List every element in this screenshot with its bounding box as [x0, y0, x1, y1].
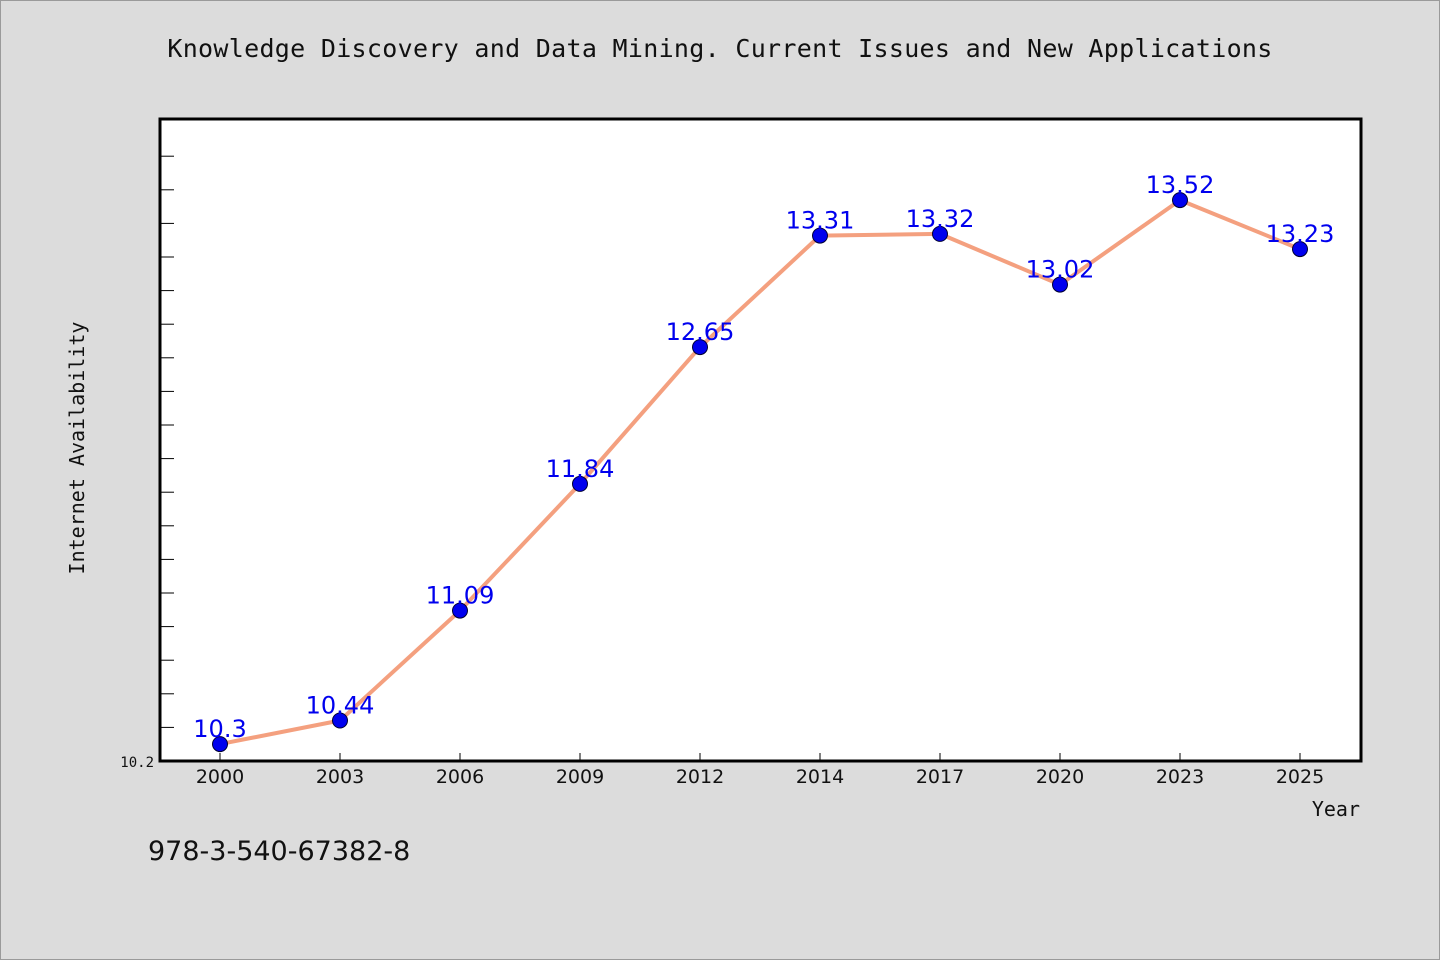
data-point — [452, 602, 468, 619]
y-tick-label: 10.2 — [120, 755, 154, 771]
y-axis-label: Internet Availability — [65, 322, 89, 575]
data-point — [1172, 192, 1188, 209]
data-label: 11.84 — [546, 455, 615, 483]
data-label: 10.44 — [306, 692, 375, 720]
x-tick-label: 2014 — [796, 766, 844, 788]
x-tick-label: 2023 — [1156, 766, 1204, 788]
data-label: 10.3 — [193, 715, 246, 743]
data-point — [812, 227, 828, 244]
data-point — [212, 736, 228, 753]
isbn-text: 978-3-540-67382-8 — [148, 836, 411, 867]
x-tick-label: 2003 — [316, 766, 364, 788]
data-label: 13.02 — [1026, 256, 1095, 284]
y-axis-ticks — [160, 155, 174, 762]
data-point — [1052, 276, 1068, 293]
x-tick-label: 2025 — [1276, 766, 1324, 788]
chart-title: Knowledge Discovery and Data Mining. Cur… — [167, 34, 1273, 63]
data-label: 13.52 — [1146, 171, 1215, 199]
data-label: 13.31 — [786, 207, 855, 235]
data-label: 13.32 — [906, 205, 975, 233]
data-point — [692, 339, 708, 356]
data-point — [932, 225, 948, 242]
series-layer: 10.3 10.44 11.09 11.84 12.65 13.31 13.32 13.02 1… — [193, 171, 1335, 753]
x-tick-label: 2012 — [676, 766, 724, 788]
plot-area — [158, 117, 1363, 763]
x-axis-ticks: 2000 2003 2006 2009 2012 2014 2017 2020 2023 2025 — [196, 753, 1324, 788]
x-tick-label: 2006 — [436, 766, 484, 788]
x-tick-label: 2009 — [556, 766, 604, 788]
x-tick-label: 2020 — [1036, 766, 1084, 788]
data-point — [1292, 241, 1308, 258]
data-point — [572, 475, 588, 492]
x-tick-label: 2000 — [196, 766, 244, 788]
data-label: 11.09 — [426, 582, 495, 610]
data-label: 13.23 — [1266, 220, 1335, 248]
x-tick-label: 2017 — [916, 766, 964, 788]
data-label: 12.65 — [666, 318, 735, 346]
x-axis-label: Year — [1312, 797, 1360, 821]
data-point — [332, 712, 348, 729]
series-line — [219, 198, 1301, 747]
